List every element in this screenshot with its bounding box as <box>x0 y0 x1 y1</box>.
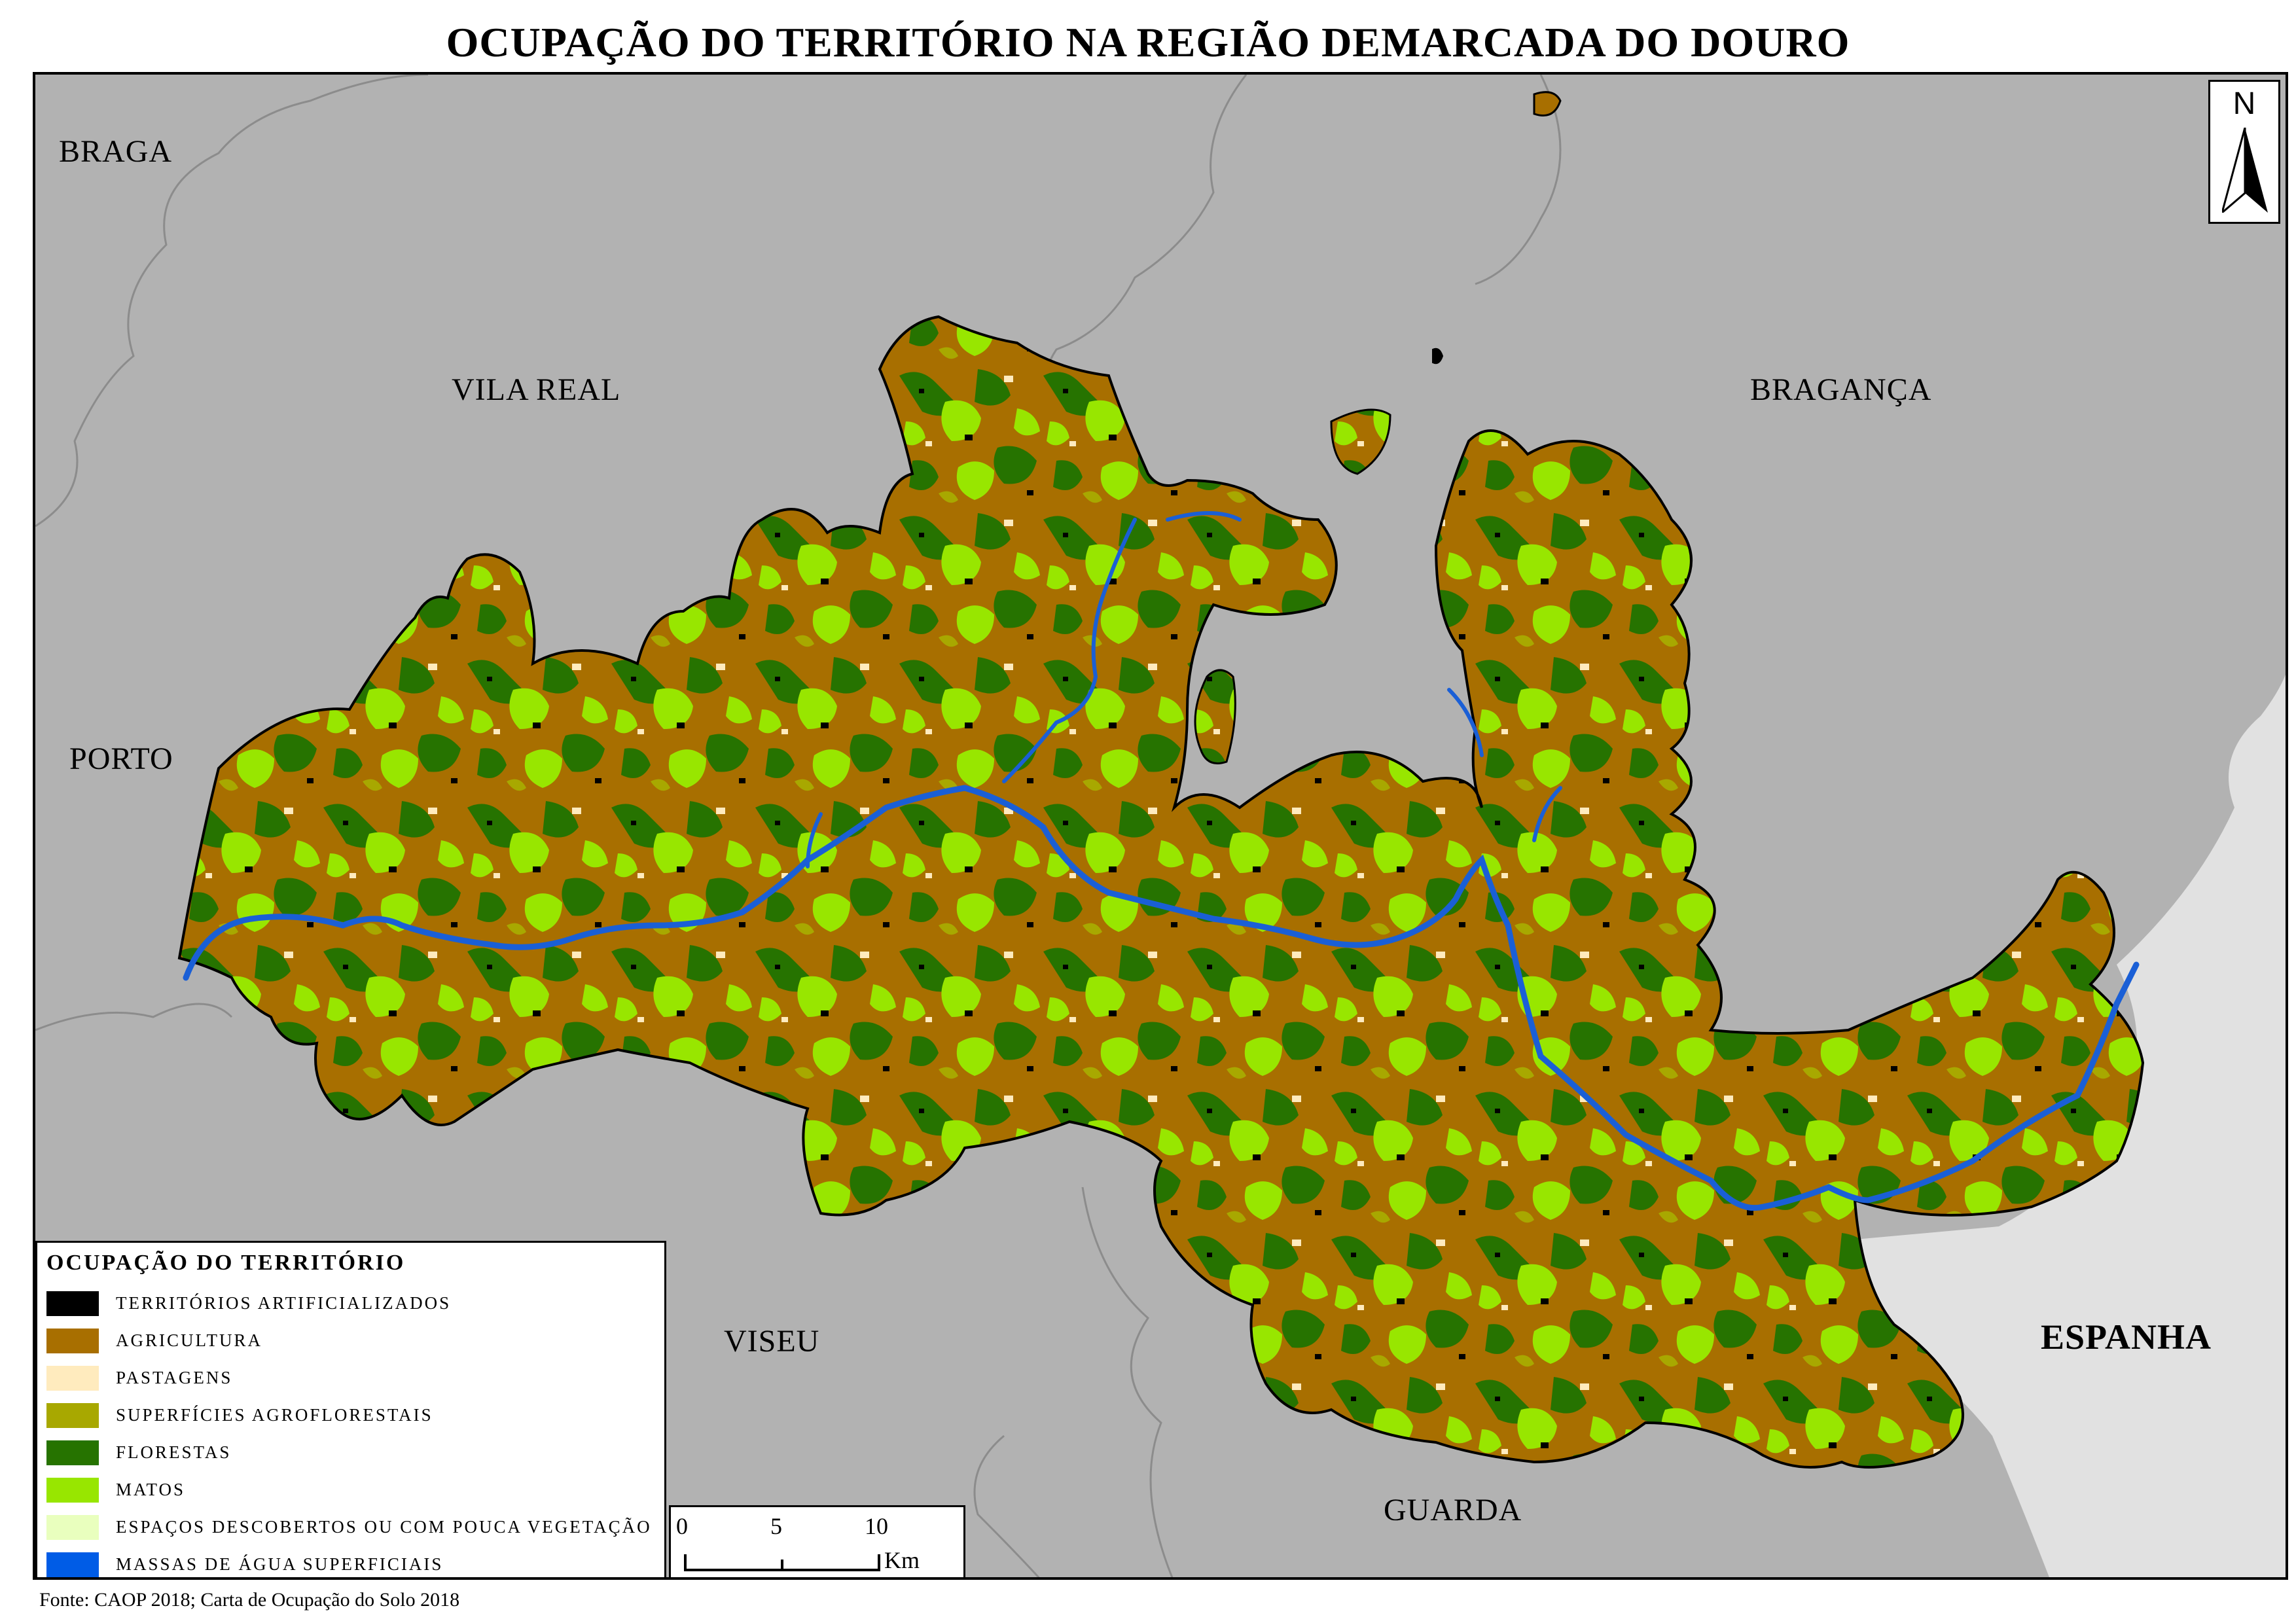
scale-unit-label: Km <box>884 1547 920 1573</box>
douro-exclave <box>1330 408 1391 475</box>
legend-item: TERRITÓRIOS ARTIFICIALIZADOS <box>46 1285 655 1322</box>
scale-bar-graphic <box>684 1554 880 1571</box>
douro-exclave <box>1432 348 1444 365</box>
legend-swatch <box>46 1365 99 1391</box>
scale-tick-label: 5 <box>770 1513 782 1539</box>
legend-item: FLORESTAS <box>46 1434 655 1471</box>
label-braganca: BRAGANÇA <box>1750 372 1932 407</box>
legend-item: MATOS <box>46 1471 655 1508</box>
label-viseu: VISEU <box>724 1324 820 1359</box>
legend-label: TERRITÓRIOS ARTIFICIALIZADOS <box>116 1293 452 1313</box>
legend-swatch <box>46 1552 99 1577</box>
legend-title: OCUPAÇÃO DO TERRITÓRIO <box>46 1251 406 1275</box>
legend-item: AGRICULTURA <box>46 1322 655 1359</box>
label-guarda: GUARDA <box>1384 1493 1522 1527</box>
legend-item: PASTAGENS <box>46 1359 655 1397</box>
legend-item: SUPERFÍCIES AGROFLORESTAIS <box>46 1397 655 1434</box>
label-porto: PORTO <box>69 741 173 776</box>
spain-area <box>1855 674 2286 1577</box>
north-arrow-icon <box>2222 128 2268 213</box>
map-canvas <box>35 75 2286 1577</box>
legend-label: FLORESTAS <box>116 1442 232 1462</box>
legend-swatch <box>46 1514 99 1540</box>
scale-tick-label: 10 <box>865 1513 888 1539</box>
scale-tick-label: 0 <box>676 1513 688 1539</box>
legend-swatch <box>46 1402 99 1428</box>
scale-bar: 0 5 10 Km <box>669 1505 965 1577</box>
source-note: Fonte: CAOP 2018; Carta de Ocupação do S… <box>39 1589 460 1611</box>
legend-swatch <box>46 1328 99 1353</box>
legend-label: AGRICULTURA <box>116 1330 263 1350</box>
legend-label: PASTAGENS <box>116 1368 233 1387</box>
north-arrow: N <box>2208 80 2280 224</box>
legend-item: MASSAS DE ÁGUA SUPERFICIAIS <box>46 1546 655 1577</box>
legend-label: MATOS <box>116 1480 186 1499</box>
douro-exclave <box>1533 91 1562 116</box>
legend-swatch <box>46 1291 99 1316</box>
legend-swatch <box>46 1477 99 1503</box>
douro-region <box>177 315 2145 1469</box>
douro-exclave <box>1194 669 1236 764</box>
legend: OCUPAÇÃO DO TERRITÓRIO TERRITÓRIOS ARTIF… <box>35 1241 666 1577</box>
douro-river <box>183 511 2140 1211</box>
label-braga: BRAGA <box>59 134 173 169</box>
legend-label: ESPAÇOS DESCOBERTOS OU COM POUCA VEGETAÇ… <box>116 1517 652 1537</box>
north-letter: N <box>2233 86 2256 121</box>
label-vila-real: VILA REAL <box>452 372 621 407</box>
label-espanha: ESPANHA <box>2041 1317 2212 1357</box>
legend-label: SUPERFÍCIES AGROFLORESTAIS <box>116 1405 433 1425</box>
map-frame: BRAGA VILA REAL BRAGANÇA PORTO VISEU GUA… <box>33 72 2288 1580</box>
legend-item: ESPAÇOS DESCOBERTOS OU COM POUCA VEGETAÇ… <box>46 1508 655 1546</box>
map-title: OCUPAÇÃO DO TERRITÓRIO NA REGIÃO DEMARCA… <box>446 19 1850 65</box>
district-borders <box>35 75 2091 1577</box>
legend-label: MASSAS DE ÁGUA SUPERFICIAIS <box>116 1554 444 1574</box>
legend-swatch <box>46 1440 99 1465</box>
